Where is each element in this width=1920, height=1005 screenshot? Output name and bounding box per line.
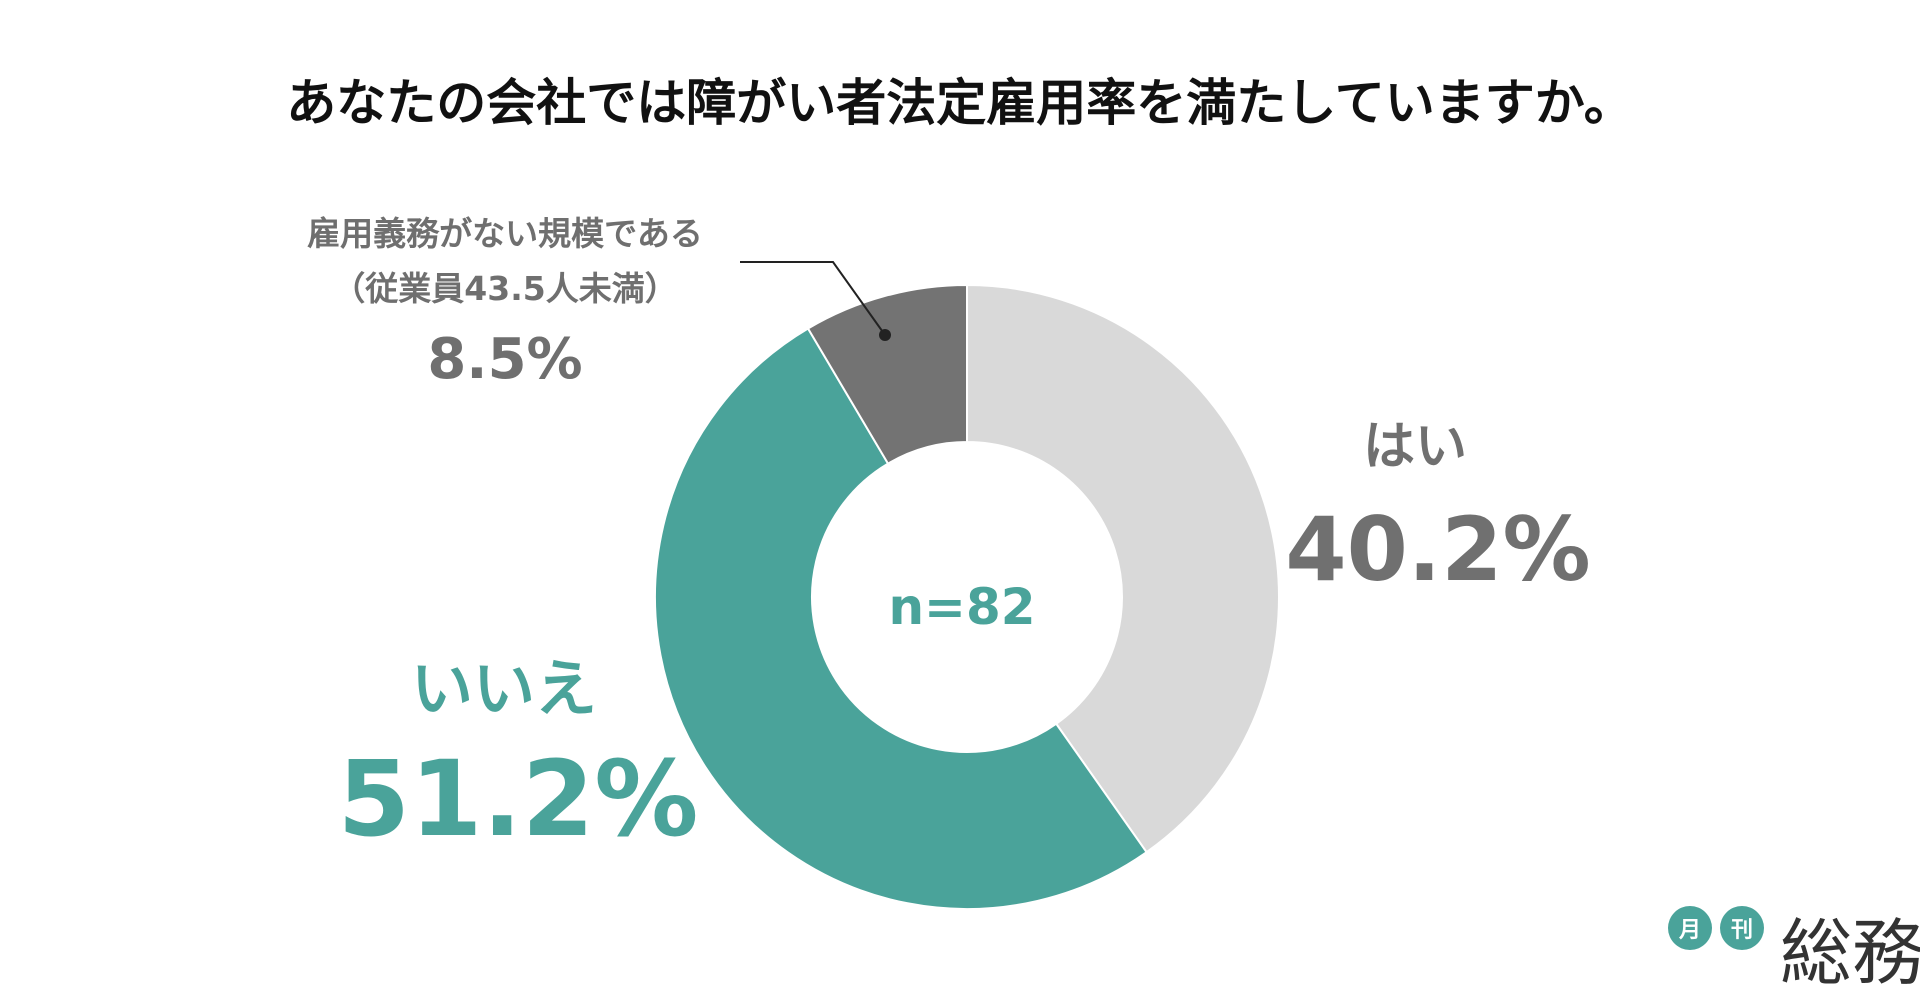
donut-slices [654, 283, 1280, 910]
center-sample-size: n=82 [888, 578, 1035, 636]
slice-no [654, 327, 1148, 910]
slice-exempt [806, 283, 968, 465]
label-exempt-line-1: 雇用義務がない規模である [307, 214, 703, 253]
logo-badge-2-text: 刊 [1731, 918, 1753, 943]
label-no: いいえ [411, 652, 597, 725]
value-yes: 40.2% [1285, 498, 1590, 601]
logo-badge-1 [1668, 906, 1712, 950]
label-exempt-line-2: （従業員43.5人未満） [332, 269, 677, 308]
label-yes: はい [1363, 417, 1467, 477]
value-exempt: 8.5% [427, 327, 582, 392]
logo-badge-1-text: 月 [1678, 918, 1701, 943]
leader-dot [879, 329, 891, 341]
publisher-logo: 月 刊 総務 [1668, 906, 1920, 995]
value-no: 51.2% [338, 738, 699, 860]
chart-title: あなたの会社では障がい者法定雇用率を満たしていますか。 [286, 74, 1634, 132]
leader-line [740, 261, 886, 336]
logo-name: 総務 [1780, 911, 1920, 995]
logo-badge-2 [1720, 906, 1764, 950]
slice-yes [966, 283, 1280, 854]
